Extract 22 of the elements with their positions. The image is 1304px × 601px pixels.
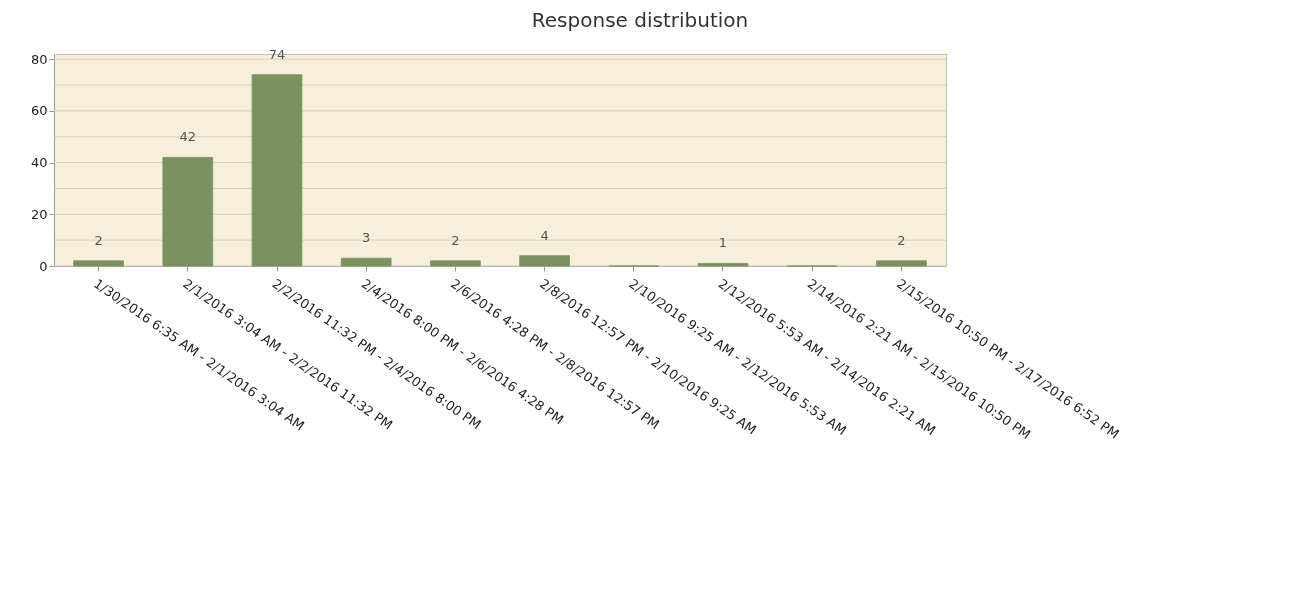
y-tick-label: 40 bbox=[30, 155, 48, 171]
data-label: 2 bbox=[451, 232, 460, 248]
bar bbox=[73, 260, 124, 267]
data-label: 74 bbox=[268, 46, 286, 62]
data-label: 3 bbox=[362, 230, 371, 246]
bar bbox=[162, 157, 214, 267]
bar bbox=[251, 74, 303, 267]
y-tick-label: 20 bbox=[30, 206, 48, 222]
data-label: 4 bbox=[540, 227, 549, 243]
data-label: 2 bbox=[897, 232, 906, 248]
chart-title: Response distribution bbox=[531, 7, 749, 32]
bar bbox=[876, 260, 927, 267]
y-tick-label: 60 bbox=[30, 103, 48, 119]
bar bbox=[430, 260, 481, 267]
y-tick-label: 0 bbox=[39, 258, 48, 274]
bar bbox=[519, 255, 570, 267]
data-label: 1 bbox=[718, 235, 728, 251]
y-tick-label: 80 bbox=[30, 51, 48, 67]
data-label: 2 bbox=[94, 232, 103, 248]
bar bbox=[340, 257, 392, 267]
data-label: 42 bbox=[179, 129, 197, 145]
bar bbox=[697, 263, 749, 267]
